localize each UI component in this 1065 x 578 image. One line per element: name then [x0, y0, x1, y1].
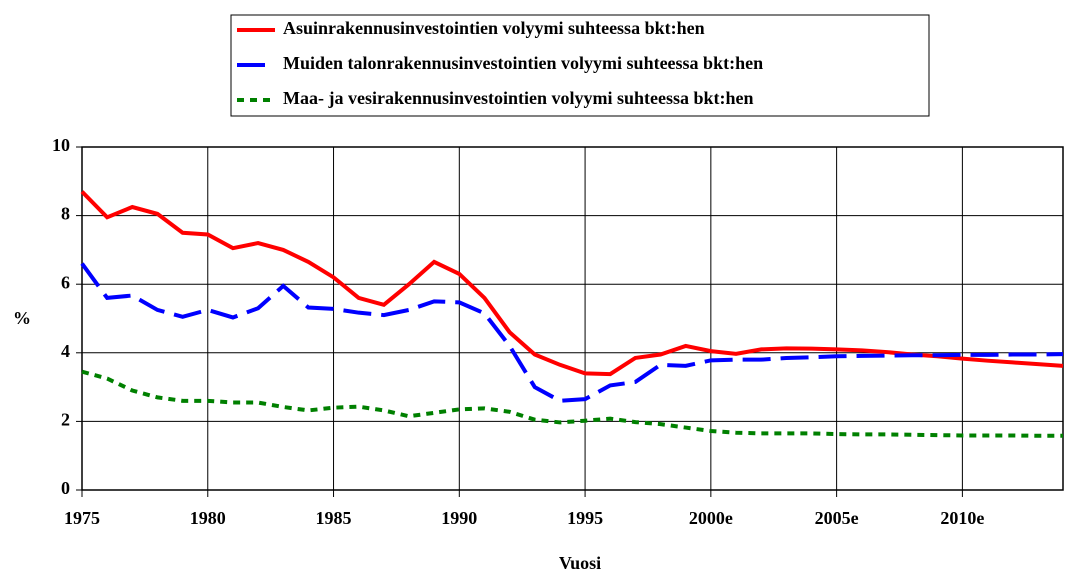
y-axis-label: %	[13, 308, 31, 328]
plot-frame	[81, 146, 1064, 491]
x-tick-label: 2010e	[940, 508, 984, 528]
x-tick-label: 2000e	[689, 508, 733, 528]
x-tick-label: 1995	[567, 508, 603, 528]
x-axis-label: Vuosi	[559, 553, 601, 573]
legend-label: Maa- ja vesirakennusinvestointien volyym…	[283, 88, 754, 108]
y-tick-label: 0	[61, 478, 70, 498]
legend-label: Muiden talonrakennusinvestointien volyym…	[283, 53, 763, 73]
series-line	[80, 190, 1064, 377]
x-tick-label: 1990	[441, 508, 477, 528]
x-tick-label: 1980	[190, 508, 226, 528]
y-tick-label: 8	[61, 204, 70, 224]
x-tick-label: 2005e	[815, 508, 859, 528]
legend-box	[230, 14, 930, 117]
y-tick-label: 2	[61, 410, 70, 430]
legend-label: Asuinrakennusinvestointien volyymi suhte…	[283, 18, 705, 38]
series-line	[81, 369, 1063, 438]
y-tick-label: 10	[52, 135, 70, 155]
x-tick-label: 1985	[316, 508, 352, 528]
y-tick-label: 6	[61, 272, 70, 292]
x-tick-label: 1975	[64, 508, 100, 528]
y-tick-label: 4	[61, 341, 70, 361]
series-line	[80, 262, 1064, 403]
